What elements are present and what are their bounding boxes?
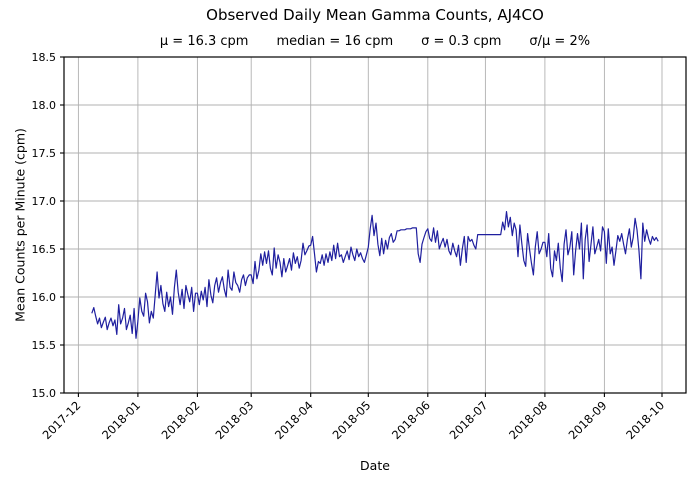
x-tick-label: 2018-03: [212, 398, 256, 442]
x-tick-label: 2018-09: [566, 398, 610, 442]
x-tick-label: 2018-06: [389, 398, 433, 442]
gridlines: [64, 56, 686, 394]
y-tick-label: 18.5: [32, 51, 57, 64]
x-tick-label: 2018-04: [272, 398, 316, 442]
y-axis: 15.0 15.5 16.0 16.5 17.0 17.5 18.0 18.5: [32, 51, 64, 400]
data-line: [91, 211, 659, 339]
x-axis-label: Date: [360, 458, 390, 473]
x-tick-label: 2018-08: [506, 398, 550, 442]
y-tick-label: 17.5: [32, 147, 57, 160]
y-tick-label: 18.0: [32, 99, 57, 112]
y-tick-label: 15.5: [32, 339, 57, 352]
axes-spines: [63, 56, 687, 394]
x-tick-label: 2018-07: [447, 398, 491, 442]
x-tick-label: 2017-12: [40, 398, 84, 442]
stat-median: median = 16 cpm: [276, 34, 394, 49]
plot-background: [64, 57, 686, 393]
x-tick-label: 2018-10: [623, 398, 667, 442]
y-tick-label: 16.5: [32, 243, 57, 256]
stat-mean: μ = 16.3 cpm: [159, 34, 249, 49]
y-tick-label: 16.0: [32, 291, 57, 304]
stat-sigma: σ = 0.3 cpm: [421, 34, 502, 49]
y-tick-label: 17.0: [32, 195, 57, 208]
x-axis: 2017-12 2018-01 2018-02 2018-03 2018-04 2018-…: [40, 393, 667, 442]
x-tick-label: 2018-01: [99, 398, 143, 442]
x-tick-label: 2018-05: [330, 398, 374, 442]
stats-line: μ = 16.3 cpm median = 16 cpm σ = 0.3 cpm…: [64, 34, 686, 49]
y-tick-label: 15.0: [32, 387, 57, 400]
x-tick-label: 2018-02: [159, 398, 203, 442]
stat-sigma-over-mu: σ/μ = 2%: [529, 34, 591, 49]
chart-title: Observed Daily Mean Gamma Counts, AJ4CO: [206, 6, 544, 24]
